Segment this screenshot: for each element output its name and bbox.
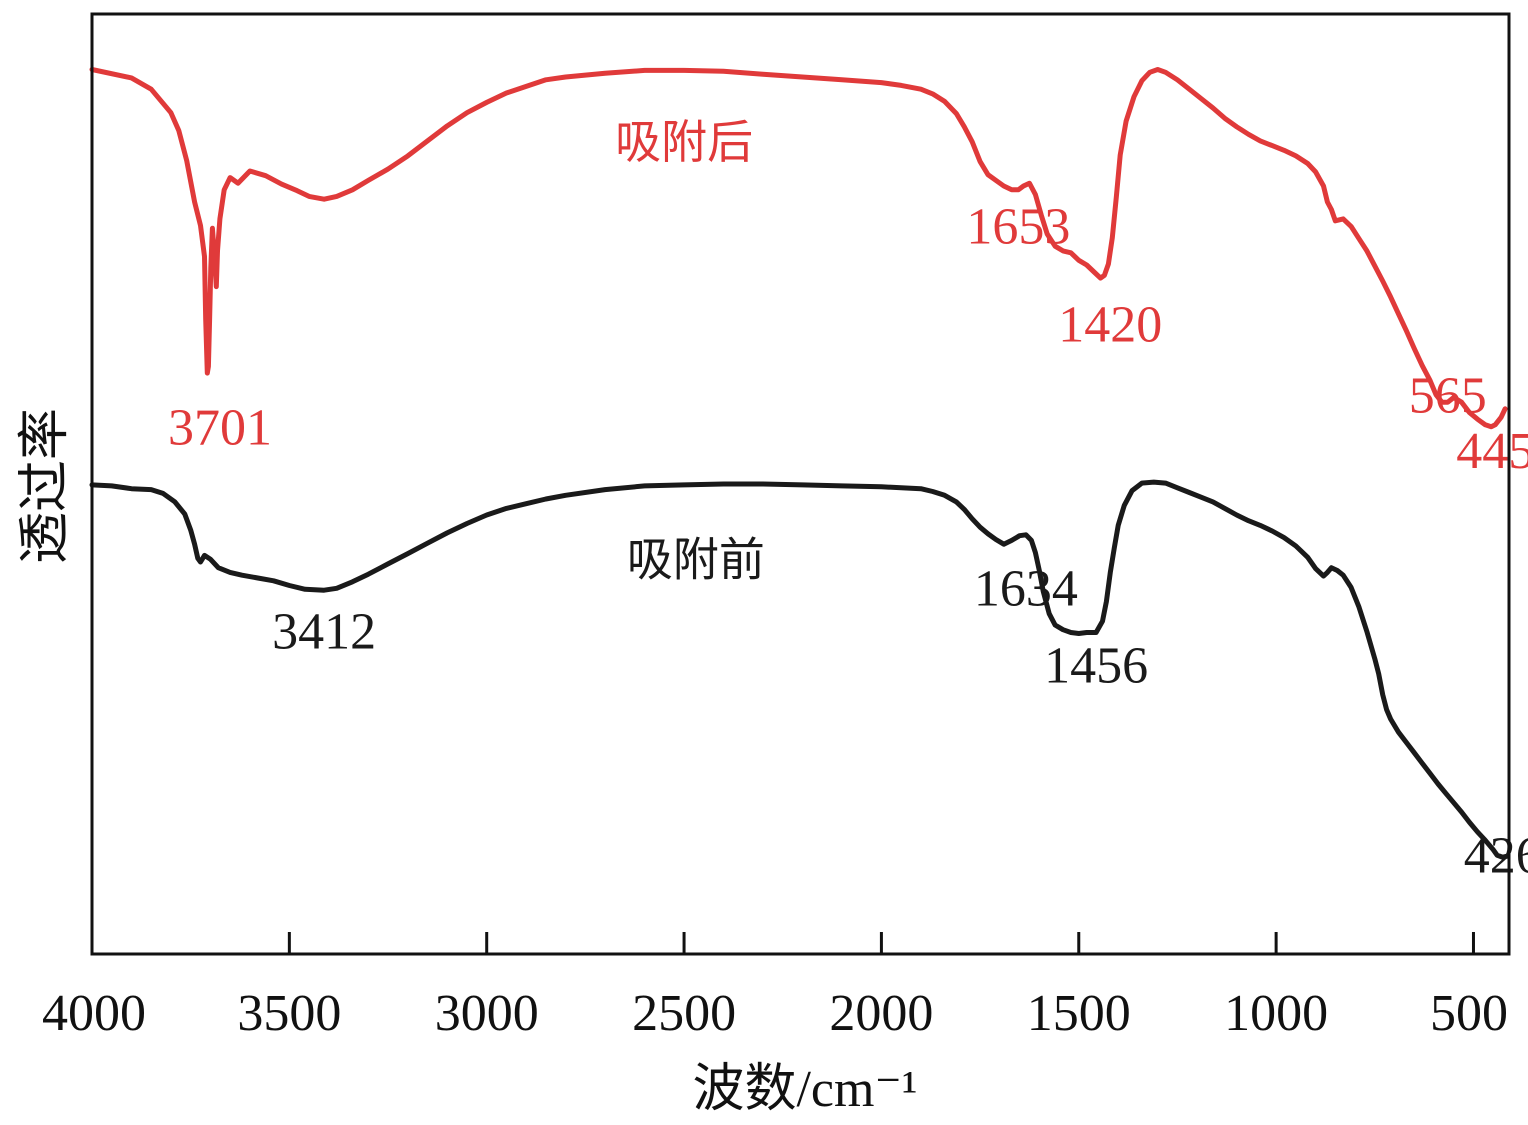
peak-label: 565	[1409, 368, 1487, 425]
x-tick-label: 4000	[42, 985, 146, 1042]
x-tick-label: 2000	[829, 985, 933, 1042]
peak-label: 1420	[1058, 296, 1162, 353]
y-axis-title: 透过率	[17, 408, 74, 564]
x-tick-label: 500	[1430, 985, 1508, 1042]
series-line-before-adsorption	[89, 479, 1510, 860]
peak-label: 445	[1456, 423, 1528, 480]
x-tick-label: 2500	[632, 985, 736, 1042]
series-line-after-adsorption	[89, 67, 1508, 430]
x-tick-label: 3500	[237, 985, 341, 1042]
peak-label: 1456	[1044, 638, 1148, 695]
peak-label: 1634	[974, 560, 1078, 617]
peak-label: 426	[1464, 827, 1528, 884]
peak-label: 1653	[966, 199, 1070, 256]
x-tick-label: 1000	[1224, 985, 1328, 1042]
series-label: 吸附前	[627, 532, 765, 586]
peak-label: 3701	[168, 400, 272, 457]
x-tick-label: 1500	[1027, 985, 1131, 1042]
x-axis-title: 波数/cm⁻¹	[692, 1061, 917, 1118]
axes-group: 4000 3500 3000 2500 2000 1500 1000 500	[42, 12, 1511, 1042]
peak-label: 3412	[272, 604, 376, 661]
series-label: 吸附后	[615, 115, 753, 169]
plot-frame	[90, 12, 1511, 956]
x-tick-label: 3000	[435, 985, 539, 1042]
series-group	[89, 67, 1510, 860]
